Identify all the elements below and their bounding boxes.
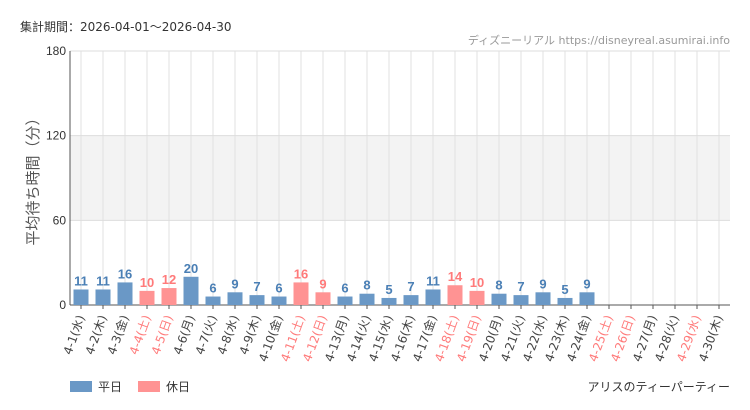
y-axis-title: 平均待ち時間（分） xyxy=(24,110,42,245)
bar xyxy=(579,292,595,305)
y-tick-label: 60 xyxy=(53,213,67,227)
bar xyxy=(535,292,551,305)
bar xyxy=(425,289,441,305)
data-label: 7 xyxy=(407,279,414,294)
data-label: 10 xyxy=(470,275,484,290)
data-label: 5 xyxy=(385,282,392,297)
data-label: 9 xyxy=(319,276,326,291)
bar xyxy=(139,290,155,305)
bar xyxy=(249,295,265,305)
data-label: 11 xyxy=(74,273,88,288)
bar xyxy=(117,282,133,305)
bar xyxy=(271,296,287,305)
data-label: 9 xyxy=(231,276,238,291)
bar xyxy=(227,292,243,305)
data-label: 5 xyxy=(561,282,568,297)
legend-label-weekday: 平日 xyxy=(98,380,123,394)
bar xyxy=(403,295,419,305)
data-label: 7 xyxy=(517,279,524,294)
bar xyxy=(337,296,353,305)
data-label: 7 xyxy=(253,279,260,294)
data-label: 6 xyxy=(209,281,216,296)
bar xyxy=(183,276,199,305)
data-label: 20 xyxy=(184,261,198,276)
bar xyxy=(293,282,309,305)
period-label: 集計期間：2026-04-01〜2026-04-30 xyxy=(20,20,232,34)
data-label: 11 xyxy=(426,273,440,288)
y-tick-label: 0 xyxy=(59,298,66,312)
data-label: 6 xyxy=(275,281,282,296)
data-label: 12 xyxy=(162,272,176,287)
data-label: 11 xyxy=(96,273,110,288)
data-label: 10 xyxy=(140,275,154,290)
data-label: 14 xyxy=(448,269,463,284)
y-tick-label: 120 xyxy=(46,129,66,143)
attraction-name: アリスのティーパーティー xyxy=(587,380,730,394)
bar xyxy=(447,285,463,305)
data-label: 6 xyxy=(341,281,348,296)
bar xyxy=(73,289,89,305)
bar xyxy=(95,289,111,305)
bar xyxy=(205,296,221,305)
bar xyxy=(491,293,507,305)
bar xyxy=(513,295,529,305)
legend-weekday: 平日 xyxy=(70,378,122,395)
bar xyxy=(161,288,177,305)
data-label: 9 xyxy=(583,276,590,291)
data-label: 16 xyxy=(118,266,132,281)
data-label: 8 xyxy=(495,278,502,293)
data-label: 16 xyxy=(294,266,308,281)
bar xyxy=(315,292,331,305)
y-tick-label: 180 xyxy=(46,44,66,58)
bar xyxy=(359,293,375,305)
grid-band xyxy=(70,135,730,221)
legend-label-holiday: 休日 xyxy=(166,380,191,394)
bar xyxy=(381,297,397,305)
legend-swatch-holiday xyxy=(138,381,160,392)
legend-holiday: 休日 xyxy=(138,378,190,395)
source-label: ディズニーリアル https://disneyreal.asumirai.inf… xyxy=(467,34,730,47)
data-label: 8 xyxy=(363,278,370,293)
bar xyxy=(469,290,485,305)
bar xyxy=(557,297,573,305)
data-label: 9 xyxy=(539,276,546,291)
legend-swatch-weekday xyxy=(70,381,92,392)
